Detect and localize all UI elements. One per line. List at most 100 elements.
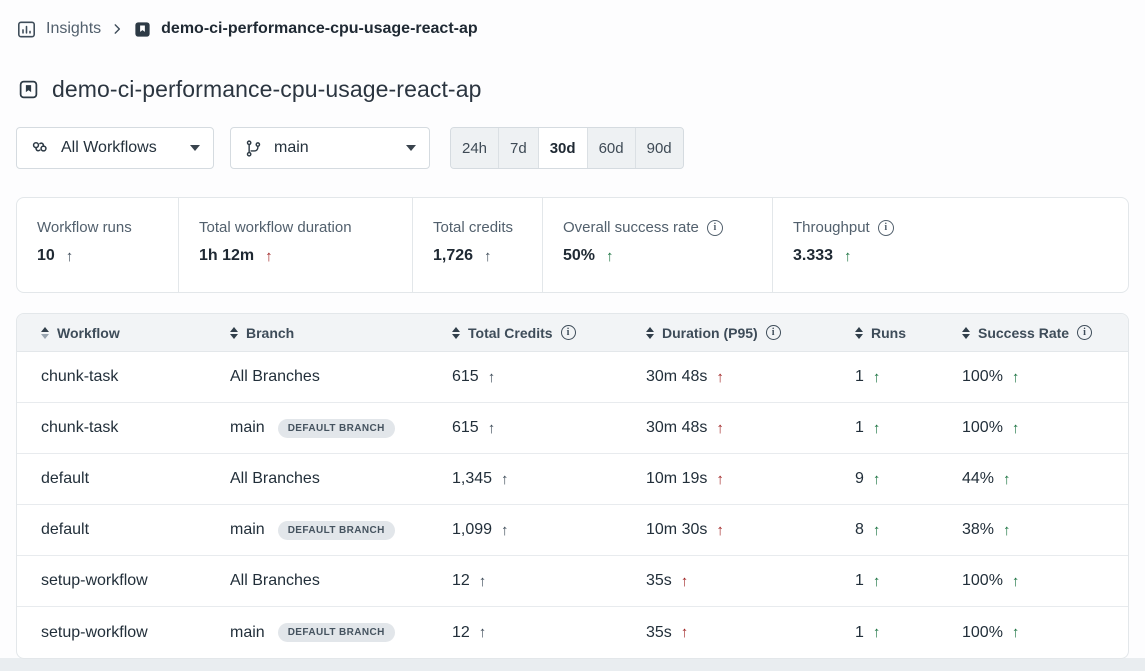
trend-up-icon: ↑ (872, 521, 881, 539)
table-row[interactable]: setup-workflow main DEFAULT BRANCH 12 ↑ 35s ↑ 1… (17, 607, 1128, 658)
time-range-7d[interactable]: 7d (499, 128, 539, 168)
workflow-name: setup-workflow (41, 623, 148, 641)
trend-up-icon: ↑ (716, 419, 724, 437)
cell-runs: 8 ↑ (855, 521, 962, 539)
trend-up-icon: ↑ (872, 368, 881, 386)
cell-duration: 35s ↑ (646, 572, 855, 590)
workflow-name: chunk-task (41, 419, 119, 436)
column-header-workflow[interactable]: Workflow (17, 325, 230, 341)
time-range-30d[interactable]: 30d (538, 128, 588, 168)
trend-up-icon: ↑ (501, 470, 509, 488)
cell-success: 38% ↑ (962, 521, 1128, 539)
cell-credits: 12 ↑ (452, 624, 646, 642)
breadcrumb: Insights demo-ci-performance-cpu-usage-r… (0, 0, 1145, 40)
credits-value: 1,099 (452, 521, 493, 538)
info-icon[interactable]: i (560, 325, 576, 340)
metric-value: 10 ↑ (37, 247, 178, 265)
time-range-24h[interactable]: 24h (451, 128, 500, 168)
column-header-duration[interactable]: Duration (P95) i (646, 325, 855, 341)
success-value: 44% (962, 470, 995, 487)
breadcrumb-insights-link[interactable]: Insights (46, 20, 102, 37)
cell-workflow: default (17, 470, 230, 488)
table-row[interactable]: chunk-task main DEFAULT BRANCH 615 ↑ 30m 48s ↑… (17, 403, 1128, 454)
cell-credits: 12 ↑ (452, 572, 646, 590)
trend-up-icon: ↑ (872, 419, 881, 437)
sort-desc-triangle (646, 333, 654, 339)
time-range-60d[interactable]: 60d (587, 128, 636, 168)
table-row[interactable]: chunk-task All Branches 615 ↑ 30m 48s ↑ 1 ↑ 100%… (17, 352, 1128, 403)
duration-value: 30m 48s (646, 419, 708, 436)
default-branch-badge: DEFAULT BRANCH (277, 418, 395, 438)
info-icon[interactable]: i (765, 325, 781, 340)
info-icon[interactable]: i (1077, 325, 1093, 340)
cell-credits: 1,099 ↑ (452, 521, 646, 539)
table-row[interactable]: setup-workflow All Branches 12 ↑ 35s ↑ 1 ↑ 100% ↑ (17, 556, 1128, 607)
workflow-name: chunk-task (41, 368, 119, 385)
column-header-label: Total Credits (468, 324, 553, 341)
table-row[interactable]: default main DEFAULT BRANCH 1,099 ↑ 10m 30s ↑ 8… (17, 505, 1128, 556)
branch-name: All Branches (230, 368, 320, 385)
cell-branch: All Branches (230, 470, 452, 488)
sort-asc-triangle (962, 326, 970, 332)
credits-value: 12 (452, 572, 470, 589)
workflow-name: setup-workflow (41, 572, 148, 589)
sort-desc-triangle (452, 333, 460, 339)
branch-icon (244, 139, 263, 158)
column-header-label: Workflow (57, 324, 120, 341)
sort-desc-triangle (41, 333, 49, 339)
trend-up-icon: ↑ (487, 419, 496, 437)
table-header-row: Workflow Branch Total Credits i Duration (P9… (17, 314, 1128, 352)
branch-filter-dropdown[interactable]: main (230, 127, 430, 169)
branch-name: All Branches (230, 572, 320, 589)
trend-up-icon: ↑ (716, 368, 724, 386)
metric-card-item: Throughput i 3.333 ↑ (772, 198, 1128, 292)
metric-label-text: Total credits (433, 219, 514, 236)
column-header-credits[interactable]: Total Credits i (452, 325, 646, 341)
column-header-label: Success Rate (978, 324, 1070, 341)
chevron-right-icon (110, 22, 124, 36)
info-icon[interactable]: i (877, 219, 894, 236)
trend-up-icon: ↑ (501, 521, 509, 539)
trend-up-icon: ↑ (716, 521, 724, 539)
workflows-table: Workflow Branch Total Credits i Duration (P9… (16, 313, 1129, 659)
trend-up-icon: ↑ (872, 470, 881, 488)
cell-duration: 30m 48s ↑ (646, 368, 855, 386)
success-value: 100% (962, 368, 1003, 385)
workflow-filter-dropdown[interactable]: All Workflows (16, 127, 214, 169)
sort-asc-triangle (452, 326, 460, 332)
branch-name: main (230, 521, 265, 538)
cell-branch: main DEFAULT BRANCH (230, 623, 452, 642)
table-body: chunk-task All Branches 615 ↑ 30m 48s ↑ 1 ↑ 100%… (17, 352, 1128, 658)
trend-up-icon: ↑ (680, 624, 689, 641)
metric-value-text: 50% (563, 247, 596, 264)
trend-up-icon: ↑ (716, 470, 724, 488)
cell-success: 100% ↑ (962, 572, 1128, 590)
page-title: demo-ci-performance-cpu-usage-react-ap (52, 76, 482, 102)
chevron-down-icon (406, 145, 416, 151)
breadcrumb-project-name: demo-ci-performance-cpu-usage-react-ap (161, 20, 478, 37)
default-branch-badge: DEFAULT BRANCH (277, 520, 395, 540)
cell-duration: 35s ↑ (646, 624, 855, 642)
cell-workflow: setup-workflow (17, 572, 230, 590)
trend-up-icon: ↑ (1011, 368, 1020, 386)
metric-value: 1,726 ↑ (433, 247, 542, 265)
duration-value: 10m 19s (646, 470, 708, 487)
column-header-branch[interactable]: Branch (230, 325, 452, 341)
metric-label: Overall success rate i (563, 219, 772, 236)
table-row[interactable]: default All Branches 1,345 ↑ 10m 19s ↑ 9 ↑ 44% ↑ (17, 454, 1128, 505)
trend-up-icon: ↑ (478, 624, 487, 641)
cell-branch: All Branches (230, 572, 452, 590)
metric-label-text: Total workflow duration (199, 219, 352, 236)
chevron-down-icon (190, 145, 200, 151)
column-header-label: Duration (P95) (662, 324, 758, 341)
sort-desc-triangle (855, 333, 863, 339)
credits-value: 615 (452, 419, 479, 436)
column-header-success[interactable]: Success Rate i (962, 325, 1128, 341)
time-range-90d[interactable]: 90d (635, 128, 683, 168)
workflow-name: default (41, 470, 90, 487)
trend-up-icon: ↑ (872, 572, 881, 590)
column-header-runs[interactable]: Runs (855, 325, 962, 341)
sort-asc-triangle (855, 326, 863, 332)
workflow-name: default (41, 521, 90, 538)
info-icon[interactable]: i (706, 219, 723, 236)
